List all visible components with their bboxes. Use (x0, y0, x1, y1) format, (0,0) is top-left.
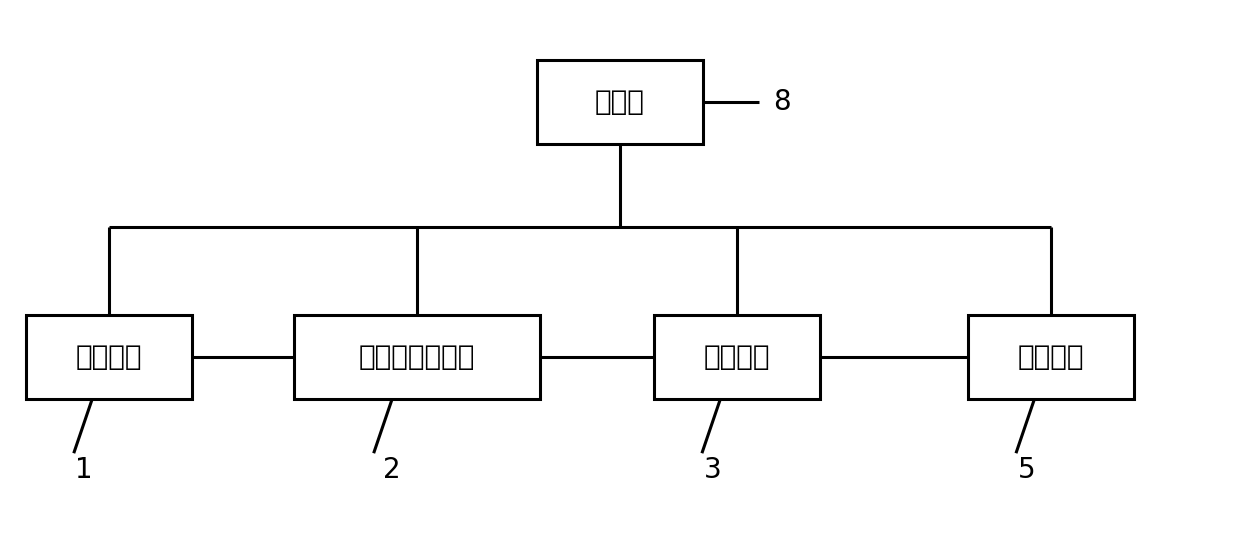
Text: 进料机构: 进料机构 (76, 343, 143, 371)
Text: 折弯机构: 折弯机构 (1018, 343, 1084, 371)
Text: 3: 3 (703, 456, 722, 484)
Text: 控制器: 控制器 (595, 88, 645, 116)
FancyBboxPatch shape (26, 315, 192, 399)
Text: 5: 5 (1018, 456, 1035, 484)
Text: 8: 8 (774, 88, 791, 116)
FancyBboxPatch shape (537, 60, 703, 144)
FancyBboxPatch shape (294, 315, 539, 399)
FancyBboxPatch shape (968, 315, 1135, 399)
Text: 测量及定位机构: 测量及定位机构 (358, 343, 475, 371)
Text: 1: 1 (76, 456, 93, 484)
Text: 2: 2 (383, 456, 401, 484)
Text: 切割机构: 切割机构 (704, 343, 770, 371)
FancyBboxPatch shape (653, 315, 820, 399)
